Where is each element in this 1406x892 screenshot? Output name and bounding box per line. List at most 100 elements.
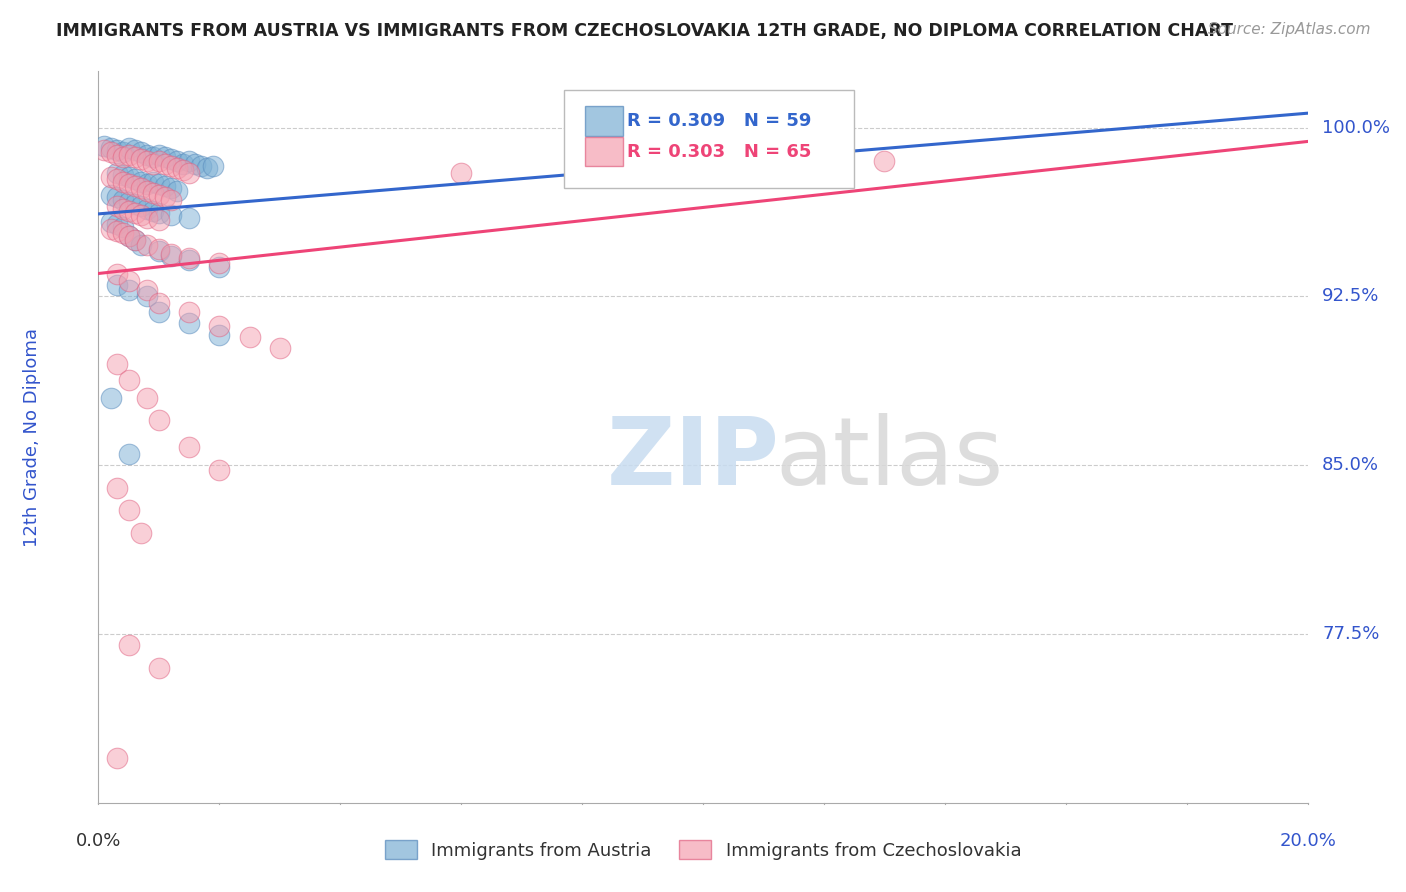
- Point: [124, 143, 146, 157]
- Point: [208, 255, 231, 269]
- Point: [100, 222, 122, 236]
- Point: [135, 237, 157, 252]
- Point: [166, 154, 188, 169]
- Point: [135, 184, 157, 198]
- Point: [135, 289, 157, 303]
- Point: [153, 190, 176, 204]
- Point: [135, 202, 157, 216]
- Point: [179, 317, 201, 331]
- Point: [450, 166, 472, 180]
- Point: [105, 481, 128, 495]
- Point: [100, 215, 122, 229]
- Point: [105, 172, 128, 186]
- Point: [118, 228, 141, 243]
- Point: [118, 503, 141, 517]
- Point: [129, 525, 152, 540]
- Point: [160, 159, 183, 173]
- Point: [129, 208, 152, 222]
- Point: [100, 188, 122, 202]
- Point: [129, 181, 152, 195]
- Point: [118, 274, 141, 288]
- Point: [118, 373, 141, 387]
- Text: 85.0%: 85.0%: [1322, 456, 1379, 475]
- Point: [124, 150, 146, 164]
- Point: [153, 179, 176, 194]
- Point: [179, 211, 201, 225]
- Point: [118, 147, 141, 161]
- Point: [118, 203, 141, 218]
- Point: [135, 211, 157, 225]
- Point: [93, 143, 115, 157]
- Point: [135, 154, 157, 169]
- Text: R = 0.303   N = 65: R = 0.303 N = 65: [627, 143, 811, 161]
- Point: [124, 179, 146, 194]
- Point: [208, 260, 231, 275]
- Point: [160, 246, 183, 260]
- Point: [111, 219, 134, 234]
- Point: [100, 391, 122, 405]
- Point: [166, 184, 188, 198]
- Point: [179, 253, 201, 268]
- Point: [148, 177, 170, 191]
- Point: [111, 150, 134, 164]
- Text: Source: ZipAtlas.com: Source: ZipAtlas.com: [1208, 22, 1371, 37]
- Point: [208, 463, 231, 477]
- FancyBboxPatch shape: [585, 106, 623, 136]
- Point: [190, 159, 212, 173]
- Point: [179, 166, 201, 180]
- Point: [752, 143, 775, 157]
- Point: [118, 177, 141, 191]
- Point: [239, 330, 262, 344]
- Text: 12th Grade, No Diploma: 12th Grade, No Diploma: [22, 327, 41, 547]
- Point: [111, 168, 134, 182]
- Point: [124, 172, 146, 186]
- Point: [111, 227, 134, 241]
- Point: [148, 661, 170, 675]
- Point: [124, 197, 146, 211]
- Point: [124, 206, 146, 220]
- Point: [105, 218, 128, 232]
- Text: 0.0%: 0.0%: [76, 832, 121, 850]
- Point: [100, 145, 122, 160]
- Point: [105, 199, 128, 213]
- Point: [179, 440, 201, 454]
- Text: 92.5%: 92.5%: [1322, 287, 1379, 305]
- Legend: Immigrants from Austria, Immigrants from Czechoslovakia: Immigrants from Austria, Immigrants from…: [377, 833, 1029, 867]
- Point: [118, 228, 141, 243]
- Point: [142, 156, 165, 170]
- Point: [202, 159, 225, 173]
- Point: [118, 638, 141, 652]
- Point: [105, 143, 128, 157]
- Point: [148, 305, 170, 319]
- Point: [148, 296, 170, 310]
- FancyBboxPatch shape: [564, 90, 855, 188]
- Point: [118, 194, 141, 209]
- Point: [160, 249, 183, 263]
- Point: [269, 341, 291, 355]
- Point: [105, 278, 128, 293]
- Point: [124, 233, 146, 247]
- Point: [148, 413, 170, 427]
- Text: 100.0%: 100.0%: [1322, 119, 1391, 136]
- Point: [105, 166, 128, 180]
- Point: [142, 175, 165, 189]
- Text: ZIP: ZIP: [606, 413, 779, 505]
- Text: 20.0%: 20.0%: [1279, 832, 1336, 850]
- Point: [135, 147, 157, 161]
- Point: [111, 145, 134, 160]
- Point: [142, 186, 165, 200]
- Point: [135, 391, 157, 405]
- Point: [873, 154, 896, 169]
- Point: [160, 181, 183, 195]
- Text: IMMIGRANTS FROM AUSTRIA VS IMMIGRANTS FROM CZECHOSLOVAKIA 12TH GRADE, NO DIPLOMA: IMMIGRANTS FROM AUSTRIA VS IMMIGRANTS FR…: [56, 22, 1233, 40]
- Point: [105, 190, 128, 204]
- Point: [208, 327, 231, 342]
- Point: [129, 175, 152, 189]
- Point: [105, 147, 128, 161]
- Point: [118, 283, 141, 297]
- Point: [129, 237, 152, 252]
- Point: [148, 242, 170, 256]
- Point: [129, 199, 152, 213]
- Point: [148, 188, 170, 202]
- Point: [100, 141, 122, 155]
